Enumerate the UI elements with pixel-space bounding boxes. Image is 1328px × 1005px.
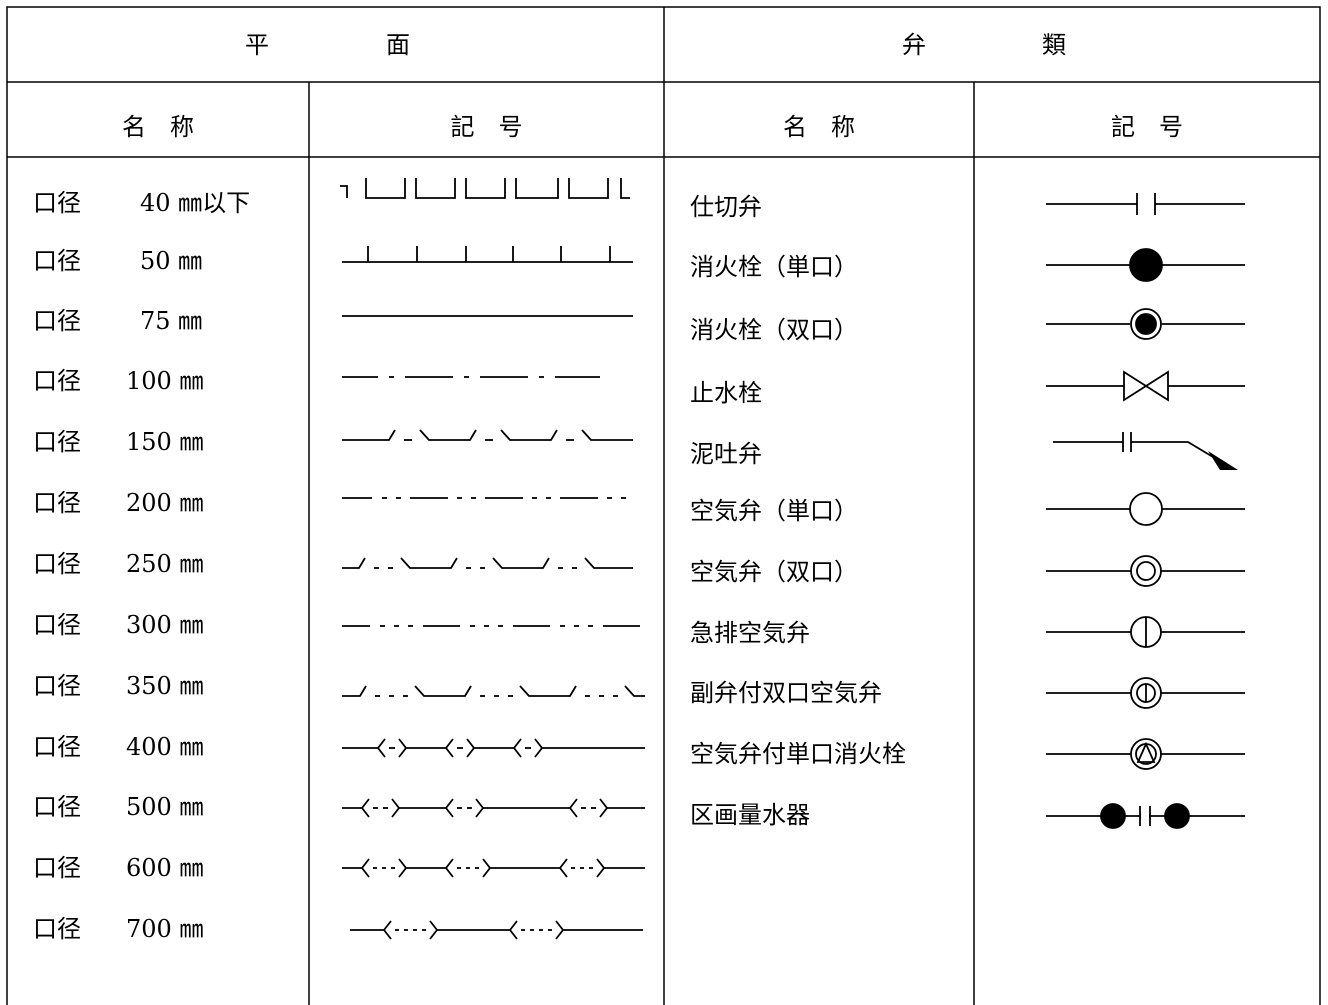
valves-header-char-2: 類 — [1042, 31, 1066, 59]
pipe-label: 口径 — [33, 428, 81, 456]
pipe-label: 口径 — [33, 247, 81, 275]
pipe-label: 口径 — [33, 489, 81, 517]
pipe-size: 50 ㎜ — [140, 247, 203, 275]
valve-name: 空気弁（双口） — [690, 558, 858, 586]
valve-symbol-header: 記 号 — [1111, 113, 1183, 141]
plan-symbol-header: 記 号 — [450, 113, 523, 141]
pipe-label: 口径 — [33, 611, 81, 639]
pipe-label: 口径 — [33, 793, 81, 821]
valve-name: 泥吐弁 — [690, 440, 762, 468]
pipe-150-icon — [342, 429, 633, 441]
valve-name-header: 名 称 — [783, 113, 855, 141]
pipe-size: 200 ㎜ — [126, 489, 204, 517]
pipe-350-icon — [342, 685, 645, 697]
valve-name: 仕切弁 — [690, 193, 762, 221]
pipe-label: 口径 — [33, 367, 81, 395]
valve-name: 止水栓 — [690, 379, 762, 407]
pipe-50-icon — [342, 246, 633, 263]
plan-name-header: 名 称 — [122, 113, 194, 141]
pipe-size: 40 ㎜以下 — [140, 189, 251, 217]
pipe-label: 口径 — [33, 307, 81, 335]
pipe-700-icon — [350, 920, 643, 940]
rapid-air-valve-icon — [1046, 616, 1245, 648]
plan-header-char-1: 平 — [245, 31, 269, 59]
district-meter-icon — [1046, 803, 1245, 829]
pipe-label: 口径 — [33, 915, 81, 943]
valve-name: 副弁付双口空気弁 — [690, 679, 882, 707]
pipe-size: 600 ㎜ — [126, 854, 204, 882]
double-hydrant-icon — [1046, 308, 1245, 340]
drain-valve-icon — [1053, 432, 1238, 470]
pipe-size: 250 ㎜ — [126, 550, 204, 578]
pipe-size: 150 ㎜ — [126, 428, 204, 456]
pipe-500-icon — [342, 798, 645, 818]
pipe-label: 口径 — [33, 854, 81, 882]
pipe-size: 400 ㎜ — [126, 733, 204, 761]
valves-header-char-1: 弁 — [902, 31, 926, 59]
valve-name: 消火栓（双口） — [690, 316, 858, 344]
pipe-600-icon — [342, 858, 645, 878]
valve-name: 空気弁付単口消火栓 — [690, 740, 906, 768]
pipe-size: 75 ㎜ — [140, 307, 203, 335]
pipe-size: 100 ㎜ — [126, 367, 204, 395]
valve-name: 区画量水器 — [690, 801, 810, 829]
pipe-size: 350 ㎜ — [126, 672, 204, 700]
double-air-valve-icon — [1046, 555, 1245, 587]
pipe-40-icon — [340, 178, 630, 199]
pipe-400-icon — [342, 738, 645, 758]
pipe-size: 700 ㎜ — [126, 915, 204, 943]
gate-valve-icon — [1046, 193, 1245, 215]
pipe-label: 口径 — [33, 189, 81, 217]
sub-valve-air-valve-icon — [1046, 677, 1245, 709]
pipe-250-icon — [342, 557, 633, 569]
valve-name: 空気弁（単口） — [690, 497, 858, 525]
pipe-size: 300 ㎜ — [126, 611, 204, 639]
valve-name: 消火栓（単口） — [690, 253, 858, 281]
plan-header-char-2: 面 — [386, 31, 410, 59]
valve-name: 急排空気弁 — [690, 619, 810, 647]
pipe-label: 口径 — [33, 733, 81, 761]
stop-valve-icon — [1046, 370, 1245, 402]
single-air-valve-icon — [1046, 492, 1245, 526]
single-hydrant-icon — [1046, 248, 1245, 282]
pipe-label: 口径 — [33, 550, 81, 578]
pipe-label: 口径 — [33, 672, 81, 700]
pipe-size: 500 ㎜ — [126, 793, 204, 821]
air-valve-hydrant-icon — [1046, 738, 1245, 770]
